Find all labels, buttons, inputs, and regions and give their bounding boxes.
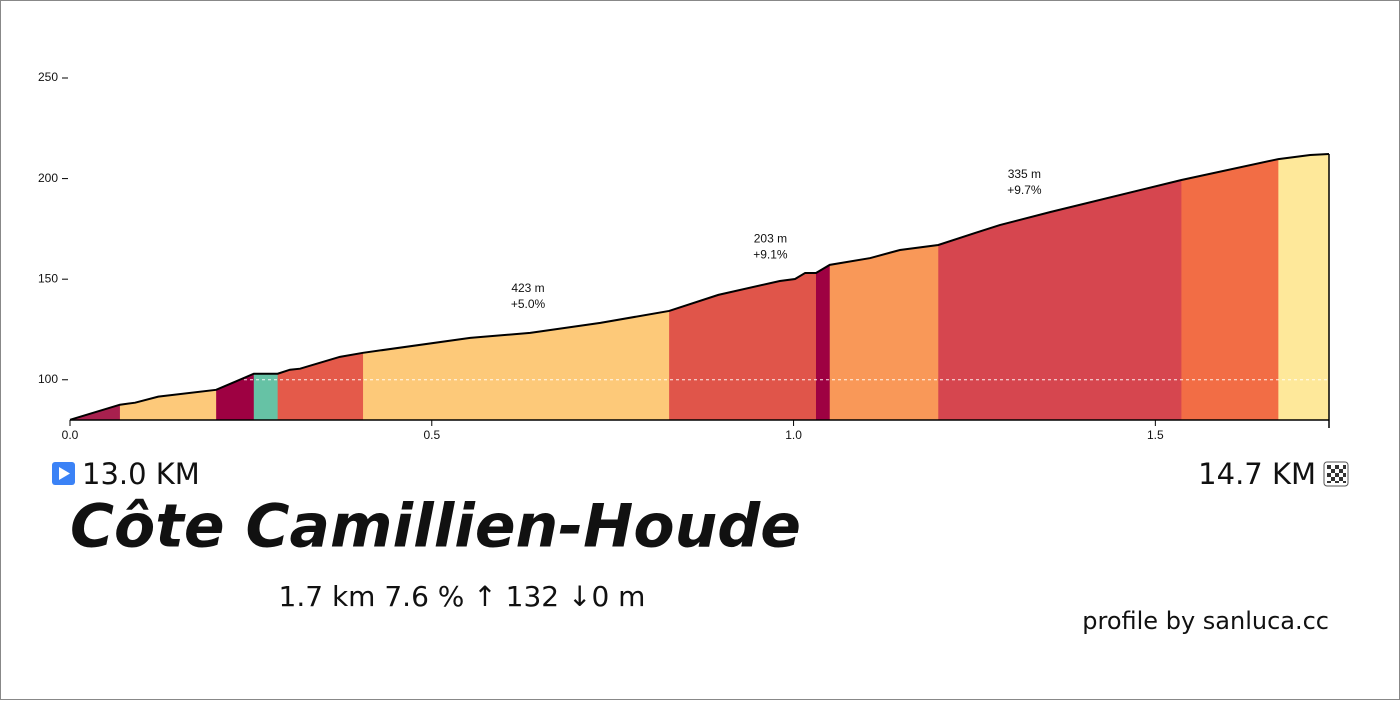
segment [1278, 154, 1329, 420]
annotation: +5.0% [511, 297, 546, 311]
y-tick-label: 250 [38, 70, 58, 84]
end-label: 14.7 KM [1198, 457, 1316, 491]
annotation: 423 m [511, 281, 544, 295]
annotation: +9.1% [753, 247, 788, 261]
subtitle: 1.7 km 7.6 % ↑ 132 ↓0 m [279, 580, 646, 613]
segment [1181, 154, 1279, 420]
x-tick-label: 0.5 [423, 428, 440, 442]
x-tick-label: 1.0 [785, 428, 802, 442]
annotation: 203 m [754, 231, 787, 245]
y-tick-label: 100 [38, 372, 58, 386]
x-tick-label: 0.0 [62, 428, 79, 442]
credit: profile by sanluca.cc [1082, 607, 1329, 635]
start-icon-arrow [59, 467, 70, 480]
title: Côte Camillien-Houde [70, 492, 801, 562]
annotation: 335 m [1008, 167, 1041, 181]
y-tick-label: 200 [38, 171, 58, 185]
x-tick-label: 1.5 [1147, 428, 1164, 442]
finish-flag [1323, 461, 1349, 487]
y-tick-label: 150 [38, 271, 58, 285]
start-label: 13.0 KM [82, 457, 200, 491]
annotation: +9.7% [1007, 183, 1042, 197]
profile-line [69, 153, 1330, 421]
